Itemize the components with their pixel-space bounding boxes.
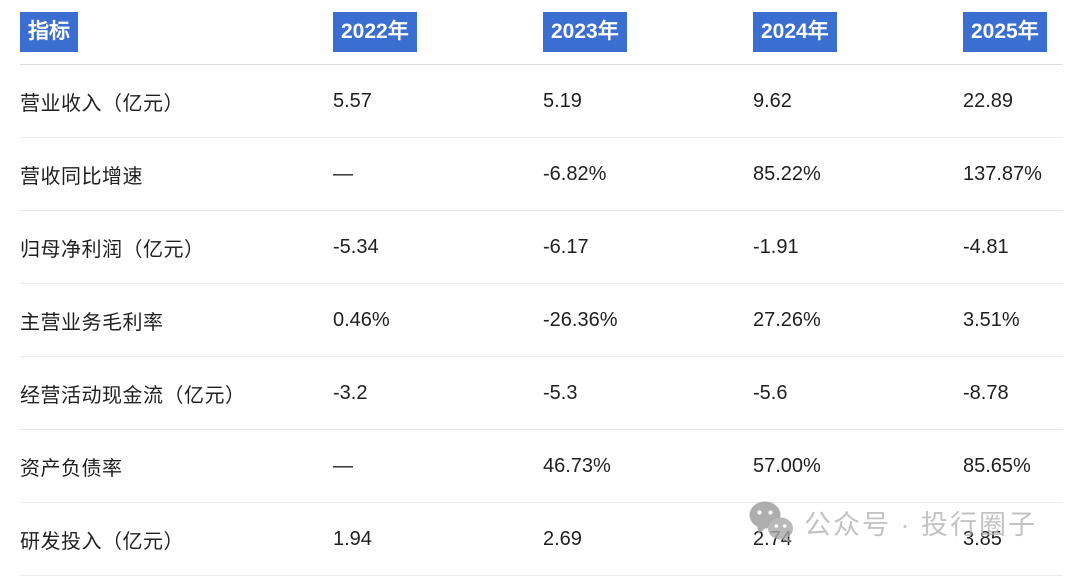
table-row-operating-cashflow: 经营活动现金流（亿元） -3.2 -5.3 -5.6 -8.78 [20, 357, 1063, 430]
table-row-gross-margin: 主营业务毛利率 0.46% -26.36% 27.26% 3.51% [20, 284, 1063, 357]
row-label: 营业收入（亿元） [20, 92, 184, 115]
row-label: 营收同比增速 [20, 165, 143, 188]
cell-value: -5.34 [333, 235, 379, 258]
cell-value: -5.6 [753, 381, 788, 404]
cell-value: -6.82% [543, 162, 607, 185]
cell-value: 46.73% [543, 454, 611, 477]
cell-value: -4.81 [963, 235, 1009, 258]
row-label: 资产负债率 [20, 457, 123, 480]
row-label: 经营活动现金流（亿元） [20, 384, 246, 407]
header-year-2025: 2025年 [963, 12, 1047, 52]
table-row-revenue: 营业收入（亿元） 5.57 5.19 9.62 22.89 [20, 65, 1063, 138]
cell-value: 5.19 [543, 89, 582, 112]
cell-value: -5.3 [543, 381, 578, 404]
watermark: 公众号 · 投行圈子 [748, 500, 1037, 544]
header-indicator-label: 指标 [20, 12, 78, 52]
cell-value: — [333, 454, 353, 477]
header-cell-2023: 2023年 [543, 12, 753, 52]
cell-value: -8.78 [963, 381, 1009, 404]
header-cell-2022: 2022年 [333, 12, 543, 52]
cell-value: 85.22% [753, 162, 821, 185]
cell-value: 0.46% [333, 308, 390, 331]
watermark-text: 公众号 · 投行圈子 [804, 509, 1037, 540]
table-header-row: 指标 2022年 2023年 2024年 2025年 [20, 0, 1063, 65]
header-cell-2024: 2024年 [753, 12, 963, 52]
table-row-revenue-growth: 营收同比增速 — -6.82% 85.22% 137.87% [20, 138, 1063, 211]
row-label: 主营业务毛利率 [20, 311, 164, 334]
cell-value: 3.51% [963, 308, 1020, 331]
cell-value: 57.00% [753, 454, 821, 477]
cell-value: 22.89 [963, 89, 1014, 112]
cell-value: 85.65% [963, 454, 1031, 477]
cell-value: -6.17 [543, 235, 589, 258]
header-cell-indicator: 指标 [20, 12, 333, 52]
header-year-2022: 2022年 [333, 12, 417, 52]
cell-value: 137.87% [963, 162, 1042, 185]
cell-value: -1.91 [753, 235, 799, 258]
cell-value: 9.62 [753, 89, 792, 112]
wechat-icon [748, 500, 794, 544]
cell-value: -26.36% [543, 308, 618, 331]
cell-value: 2.69 [543, 527, 582, 550]
cell-value: -3.2 [333, 381, 368, 404]
cell-value: 5.57 [333, 89, 372, 112]
header-year-2024: 2024年 [753, 12, 837, 52]
row-label: 归母净利润（亿元） [20, 238, 205, 261]
cell-value: 3.85 [963, 527, 1002, 550]
header-year-2023: 2023年 [543, 12, 627, 52]
cell-value: 1.94 [333, 527, 372, 550]
cell-value: — [333, 162, 353, 185]
table-row-debt-ratio: 资产负债率 — 46.73% 57.00% 85.65% [20, 430, 1063, 503]
header-cell-2025: 2025年 [963, 12, 1063, 52]
table-row-net-profit: 归母净利润（亿元） -5.34 -6.17 -1.91 -4.81 [20, 211, 1063, 284]
cell-value: 27.26% [753, 308, 821, 331]
row-label: 研发投入（亿元） [20, 530, 184, 553]
